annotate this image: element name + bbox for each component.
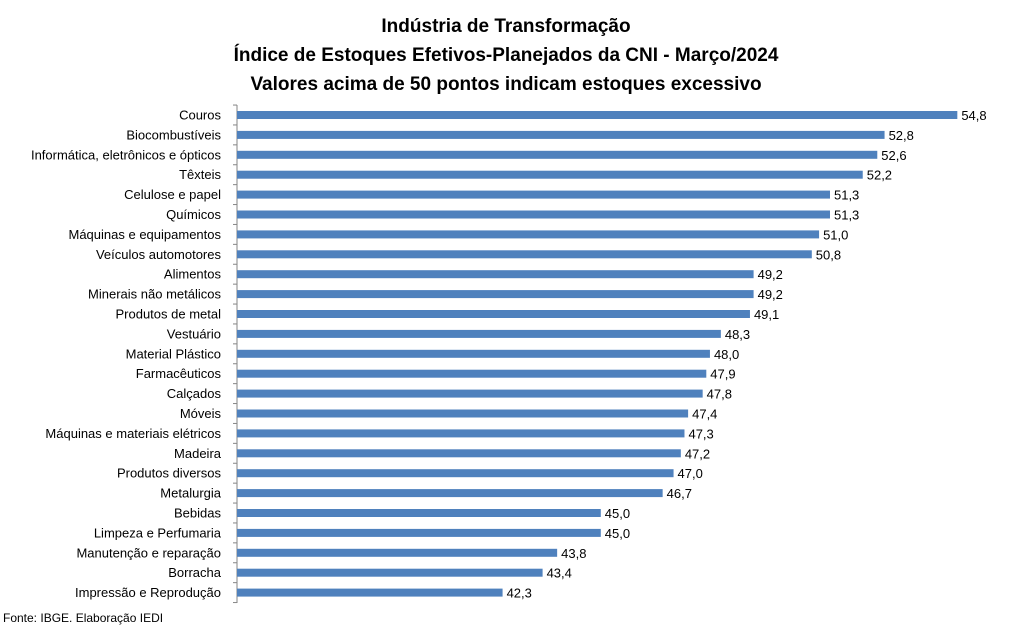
- data-label: 52,2: [867, 168, 892, 183]
- category-label: Vestuário: [167, 326, 221, 341]
- data-label: 47,2: [685, 446, 710, 461]
- data-label: 45,0: [605, 506, 630, 521]
- data-label: 43,8: [561, 546, 586, 561]
- bar: [237, 270, 754, 279]
- bar: [237, 349, 710, 358]
- category-label: Móveis: [180, 406, 222, 421]
- data-label: 46,7: [667, 486, 692, 501]
- bar: [237, 469, 674, 478]
- category-label: Máquinas e equipamentos: [69, 227, 222, 242]
- data-label: 49,2: [758, 267, 783, 282]
- bar: [237, 449, 681, 458]
- data-label: 47,3: [688, 426, 713, 441]
- chart-title-line-3: Valores acima de 50 pontos indicam estoq…: [250, 74, 762, 95]
- category-label: Minerais não metálicos: [88, 287, 221, 302]
- data-label: 51,3: [834, 188, 859, 203]
- data-label: 52,8: [889, 128, 914, 143]
- bar: [237, 130, 885, 139]
- bar: [237, 568, 543, 577]
- category-label: Produtos de metal: [115, 307, 221, 322]
- bar: [237, 429, 685, 438]
- category-label: Borracha: [168, 565, 222, 580]
- data-label: 52,6: [881, 148, 906, 163]
- bar: [237, 489, 663, 498]
- chart-title-line-2: Índice de Estoques Efetivos-Planejados d…: [233, 45, 779, 66]
- bar: [237, 170, 863, 179]
- category-label: Calçados: [167, 386, 222, 401]
- bar: [237, 548, 558, 557]
- category-label: Madeira: [174, 446, 222, 461]
- data-label: 47,0: [678, 466, 703, 481]
- chart-title: Indústria de Transformação Índice de Est…: [0, 12, 1012, 99]
- data-label: 51,0: [823, 227, 848, 242]
- bar: [237, 409, 689, 418]
- category-label: Produtos diversos: [117, 466, 222, 481]
- bar: [237, 588, 503, 597]
- category-label: Impressão e Reprodução: [75, 585, 221, 600]
- category-label: Têxteis: [179, 167, 221, 182]
- category-label: Celulose e papel: [124, 187, 221, 202]
- chart-title-line-1: Indústria de Transformação: [381, 16, 631, 37]
- data-label: 45,0: [605, 526, 630, 541]
- bar: [237, 150, 878, 159]
- category-label: Biocombustíveis: [126, 127, 221, 142]
- bar: [237, 369, 707, 378]
- data-label: 50,8: [816, 247, 841, 262]
- bar: [237, 509, 601, 517]
- data-label: 47,8: [707, 387, 732, 402]
- bar: [237, 250, 812, 259]
- data-label: 49,1: [754, 307, 779, 322]
- data-label: 54,8: [961, 108, 986, 123]
- data-label: 48,3: [725, 327, 750, 342]
- category-label: Máquinas e materiais elétricos: [45, 426, 221, 441]
- bar: [237, 389, 703, 398]
- bar: [237, 528, 601, 537]
- category-label: Veículos automotores: [96, 247, 222, 262]
- data-label: 47,4: [692, 407, 717, 422]
- bar: [237, 230, 820, 239]
- data-label: 51,3: [834, 208, 859, 223]
- bar: [237, 290, 754, 299]
- category-label: Bebidas: [174, 506, 221, 521]
- category-label: Metalurgia: [160, 486, 221, 501]
- category-label: Informática, eletrônicos e ópticos: [31, 147, 222, 162]
- data-label: 47,9: [710, 367, 735, 382]
- source-note: Fonte: IBGE. Elaboração IEDI: [3, 611, 164, 625]
- bar: [237, 329, 721, 338]
- category-label: Material Plástico: [126, 346, 221, 361]
- data-label: 42,3: [507, 586, 532, 601]
- bar: [237, 210, 830, 219]
- bar: [237, 190, 830, 199]
- category-label: Químicos: [166, 207, 221, 222]
- category-label: Alimentos: [164, 267, 222, 282]
- category-label: Limpeza e Perfumaria: [94, 525, 222, 540]
- data-label: 43,4: [547, 566, 572, 581]
- category-label: Farmacêuticos: [136, 366, 222, 381]
- data-label: 48,0: [714, 347, 739, 362]
- data-label: 49,2: [758, 287, 783, 302]
- category-label: Couros: [179, 108, 221, 123]
- category-label: Manutenção e reparação: [76, 545, 221, 560]
- bar: [237, 111, 958, 119]
- bar: [237, 310, 750, 318]
